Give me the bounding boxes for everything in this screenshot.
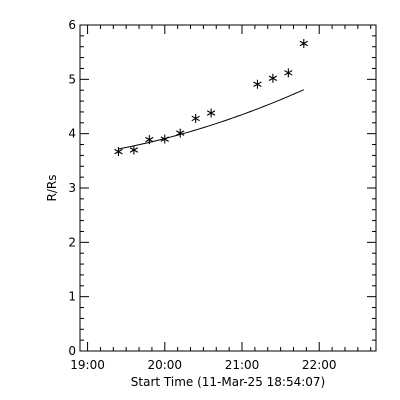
- data-point: [114, 147, 123, 157]
- y-tick-label: 0: [68, 344, 76, 358]
- x-axis-label: Start Time (11-Mar-25 18:54:07): [131, 375, 325, 389]
- y-tick-label: 3: [68, 181, 76, 195]
- y-tick-label: 1: [68, 290, 76, 304]
- data-point: [191, 113, 200, 123]
- y-tick-label: 5: [68, 72, 76, 86]
- y-axis: 0 1 2 3 4 5 6: [68, 18, 376, 358]
- y-axis-label: R/Rs: [45, 175, 59, 202]
- y-tick-label: 4: [68, 127, 76, 141]
- data-point: [176, 128, 185, 138]
- data-point: [145, 135, 154, 145]
- data-point: [299, 38, 308, 48]
- y-tick-label: 2: [68, 235, 76, 249]
- x-axis: 19:00 20:00 21:00 22:00: [70, 25, 372, 372]
- data-point: [129, 145, 139, 155]
- plot-frame: [79, 24, 377, 352]
- data-points: [114, 38, 308, 157]
- x-tick-label: 20:00: [147, 358, 182, 372]
- y-tick-label: 6: [68, 18, 76, 32]
- x-tick-label: 19:00: [70, 358, 105, 372]
- fit-curve: [118, 89, 304, 150]
- x-tick-label: 21:00: [225, 358, 260, 372]
- data-point: [206, 108, 216, 118]
- data-point: [268, 73, 278, 83]
- x-tick-label: 22:00: [302, 358, 337, 372]
- data-point: [284, 68, 293, 78]
- data-point: [160, 134, 169, 144]
- data-point: [253, 79, 262, 89]
